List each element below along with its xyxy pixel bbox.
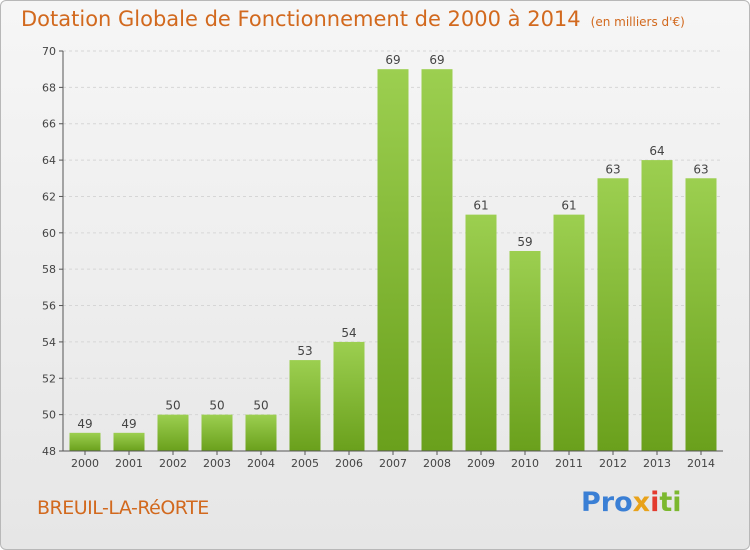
x-tick-label: 2003 xyxy=(203,457,231,470)
bar xyxy=(201,414,233,451)
logo-part-4: ti xyxy=(659,487,682,518)
y-tick-label: 62 xyxy=(42,190,56,203)
bar-value-label: 61 xyxy=(473,199,488,213)
x-tick-label: 2006 xyxy=(335,457,363,470)
bar xyxy=(289,360,321,451)
bar-value-label: 50 xyxy=(165,399,180,413)
x-tick-label: 2005 xyxy=(291,457,319,470)
bar xyxy=(157,414,189,451)
bar-value-label: 49 xyxy=(121,417,136,431)
y-tick-label: 70 xyxy=(42,45,56,58)
axes: 48 50 52 54 56 58 60 62 64 66 68 70 2000 2001 2002 2003… xyxy=(42,45,723,470)
x-tick-label: 2009 xyxy=(467,457,495,470)
x-tick-label: 2000 xyxy=(71,457,99,470)
bar xyxy=(641,160,673,451)
data-labels: 49 49 50 50 50 53 54 69 69 61 59 61 63 64 63 xyxy=(77,53,708,431)
y-tick-label: 56 xyxy=(42,300,56,313)
bar xyxy=(69,432,101,451)
commune-name: BREUIL-LA-RéORTE xyxy=(37,497,209,519)
x-tick-label: 2013 xyxy=(643,457,671,470)
chart-title: Dotation Globale de Fonctionnement de 20… xyxy=(21,7,685,31)
bar xyxy=(553,214,585,451)
y-tick-label: 60 xyxy=(42,227,56,240)
bar-value-label: 50 xyxy=(209,399,224,413)
y-tick-label: 48 xyxy=(42,445,56,458)
y-tick-label: 50 xyxy=(42,409,56,422)
bar-value-label: 63 xyxy=(693,162,708,176)
bar-value-label: 54 xyxy=(341,326,356,340)
bars xyxy=(69,69,717,452)
x-tick-label: 2004 xyxy=(247,457,275,470)
x-tick-label: 2014 xyxy=(687,457,715,470)
chart-title-text: Dotation Globale de Fonctionnement de 20… xyxy=(21,7,581,31)
y-tick-label: 54 xyxy=(42,336,56,349)
logo-part-3: i xyxy=(650,487,660,518)
bar xyxy=(597,178,629,452)
logo-part-1: Pro xyxy=(581,487,633,518)
x-tick-label: 2002 xyxy=(159,457,187,470)
bar xyxy=(421,69,453,451)
y-tick-label: 64 xyxy=(42,154,56,167)
bar xyxy=(377,69,409,451)
bar-value-label: 69 xyxy=(429,53,444,67)
bar-value-label: 64 xyxy=(649,144,664,158)
bar-value-label: 61 xyxy=(561,199,576,213)
x-tick-label: 2007 xyxy=(379,457,407,470)
x-tick-label: 2010 xyxy=(511,457,539,470)
bar-value-label: 53 xyxy=(297,344,312,358)
x-tick-label: 2001 xyxy=(115,457,143,470)
bar xyxy=(245,414,277,451)
logo-part-2: x xyxy=(632,487,651,518)
bar-value-label: 59 xyxy=(517,235,532,249)
y-tick-label: 66 xyxy=(42,118,56,131)
proxiti-logo[interactable]: Proxiti xyxy=(581,487,682,518)
bar-value-label: 50 xyxy=(253,399,268,413)
x-tick-label: 2008 xyxy=(423,457,451,470)
bar xyxy=(333,341,365,451)
x-tick-label: 2011 xyxy=(555,457,583,470)
bar-value-label: 63 xyxy=(605,162,620,176)
bar-value-label: 69 xyxy=(385,53,400,67)
bar-value-label: 49 xyxy=(77,417,92,431)
y-tick-label: 68 xyxy=(42,81,56,94)
bar xyxy=(509,251,541,451)
bar xyxy=(465,214,497,451)
bar xyxy=(113,432,145,451)
bar xyxy=(685,178,717,452)
y-tick-label: 52 xyxy=(42,372,56,385)
y-tick-label: 58 xyxy=(42,263,56,276)
chart-subtitle: (en milliers d'€) xyxy=(590,15,685,29)
x-tick-label: 2012 xyxy=(599,457,627,470)
